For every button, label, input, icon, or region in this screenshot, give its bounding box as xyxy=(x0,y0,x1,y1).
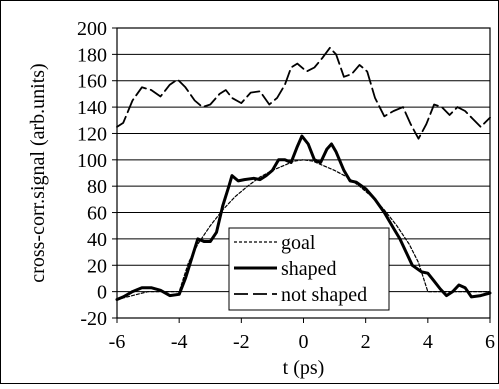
x-tick-label: 6 xyxy=(485,331,495,353)
series-line-shaped xyxy=(115,134,492,301)
x-tick-label: -2 xyxy=(233,331,250,353)
y-tick-label: -20 xyxy=(80,308,107,330)
x-tick-label: -4 xyxy=(171,331,188,353)
x-tick-labels: -6 -4 -2 0 2 4 6 xyxy=(109,331,495,353)
y-tick-label: 120 xyxy=(77,123,107,145)
y-tick-label: 100 xyxy=(77,150,107,172)
x-axis-title: t (ps) xyxy=(283,357,325,379)
x-tick-label: -6 xyxy=(109,331,126,353)
y-tick-labels: -20 0 20 40 60 80 100 120 140 160 180 200 xyxy=(77,18,107,330)
y-tick-label: 80 xyxy=(87,176,107,198)
y-tick-label: 160 xyxy=(77,71,107,93)
y-axis-title: cross-corr.signal (arb.units) xyxy=(27,63,49,282)
y-tick-label: 140 xyxy=(77,97,107,119)
x-tick-label: 0 xyxy=(299,331,309,353)
series-line-not-shaped xyxy=(116,46,491,140)
y-tick-label: 40 xyxy=(87,229,107,251)
y-tick-label: 180 xyxy=(77,44,107,66)
plot-area-frame xyxy=(116,27,491,319)
legend-label: shaped xyxy=(281,258,337,280)
series-lines xyxy=(115,46,492,301)
y-tick-label: 60 xyxy=(87,203,107,225)
legend: goal shaped not shaped xyxy=(228,227,390,311)
y-tick-label: 200 xyxy=(77,18,107,40)
x-tick-label: 4 xyxy=(423,331,433,353)
legend-label: goal xyxy=(281,232,316,254)
legend-items: goal shaped not shaped xyxy=(234,232,367,306)
y-tick-label: 0 xyxy=(97,282,107,304)
y-tick-label: 20 xyxy=(87,255,107,277)
legend-label: not shaped xyxy=(281,284,367,306)
x-tick-label: 2 xyxy=(361,331,371,353)
